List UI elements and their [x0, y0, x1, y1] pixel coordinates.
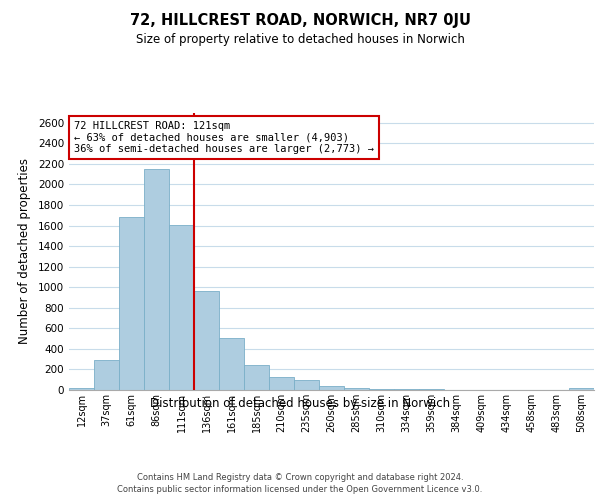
Bar [69, 388, 94, 390]
Bar [219, 338, 244, 390]
Bar [194, 292, 219, 390]
Text: Size of property relative to detached houses in Norwich: Size of property relative to detached ho… [136, 32, 464, 46]
Bar [94, 360, 119, 390]
Text: Contains HM Land Registry data © Crown copyright and database right 2024.: Contains HM Land Registry data © Crown c… [137, 472, 463, 482]
Bar [119, 218, 144, 390]
Text: 72, HILLCREST ROAD, NORWICH, NR7 0JU: 72, HILLCREST ROAD, NORWICH, NR7 0JU [130, 12, 470, 28]
Bar [294, 380, 319, 390]
Bar [144, 169, 169, 390]
Bar [319, 386, 344, 390]
Text: 72 HILLCREST ROAD: 121sqm
← 63% of detached houses are smaller (4,903)
36% of se: 72 HILLCREST ROAD: 121sqm ← 63% of detac… [74, 121, 374, 154]
Bar [244, 365, 269, 390]
Bar [169, 224, 194, 390]
Bar [269, 376, 294, 390]
Bar [344, 388, 369, 390]
Text: Distribution of detached houses by size in Norwich: Distribution of detached houses by size … [150, 398, 450, 410]
Text: Contains public sector information licensed under the Open Government Licence v3: Contains public sector information licen… [118, 485, 482, 494]
Y-axis label: Number of detached properties: Number of detached properties [18, 158, 31, 344]
Bar [569, 388, 594, 390]
